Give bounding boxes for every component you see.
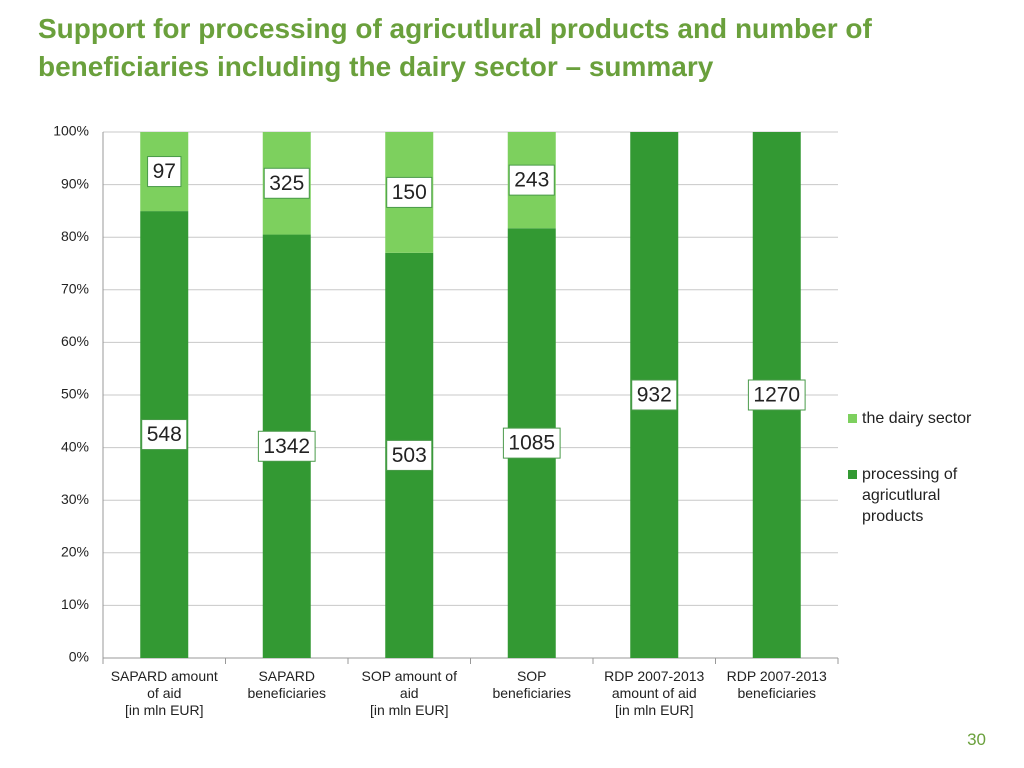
y-tick-label: 100%: [53, 123, 89, 139]
y-tick-label: 0%: [69, 649, 89, 665]
data-label-box: [386, 176, 433, 208]
data-label-box: [502, 427, 561, 459]
data-label-box: [263, 167, 310, 199]
x-tick-label: SAPARD beneficiaries: [247, 668, 327, 701]
data-label-box: [386, 439, 433, 471]
slide-title: Support for processing of agricutlural p…: [38, 13, 872, 82]
y-tick-label: 70%: [61, 281, 89, 297]
x-tick-label: SOP amount of aid [in mln EUR]: [361, 668, 457, 718]
y-tick-label: 60%: [61, 333, 89, 349]
data-label: 1085: [508, 432, 555, 455]
data-label: 325: [269, 172, 304, 195]
legend-swatch: [848, 414, 857, 423]
data-label: 1270: [753, 384, 800, 407]
data-label: 97: [153, 160, 176, 183]
data-label: 243: [514, 169, 549, 192]
y-tick-label: 50%: [61, 386, 89, 402]
y-tick-label: 90%: [61, 175, 89, 191]
legend-swatch: [848, 470, 857, 479]
data-label: 932: [637, 384, 672, 407]
data-label-box: [631, 379, 678, 411]
legend-label: processing of agricutlural products: [862, 466, 958, 525]
data-label: 548: [147, 423, 182, 446]
data-label-box: [147, 156, 182, 188]
y-tick-label: 80%: [61, 228, 89, 244]
x-tick-label: SAPARD amount of aid [in mln EUR]: [110, 668, 218, 718]
data-label-box: [747, 379, 806, 411]
y-tick-label: 20%: [61, 544, 89, 560]
y-tick-label: 10%: [61, 596, 89, 612]
legend-label: the dairy sector: [862, 410, 972, 427]
page-number: 30: [967, 730, 986, 749]
data-label: 1342: [263, 435, 310, 458]
data-label: 503: [392, 444, 427, 467]
data-label-box: [257, 430, 316, 462]
data-label-box: [141, 419, 188, 451]
x-tick-label: RDP 2007-2013 beneficiaries: [726, 668, 827, 701]
x-tick-label: SOP beneficiaries: [492, 668, 572, 701]
data-label-box: [508, 164, 555, 196]
x-tick-label: RDP 2007-2013 amount of aid [in mln EUR]: [604, 668, 705, 718]
y-tick-label: 30%: [61, 491, 89, 507]
data-label: 150: [392, 181, 427, 204]
y-tick-label: 40%: [61, 438, 89, 454]
